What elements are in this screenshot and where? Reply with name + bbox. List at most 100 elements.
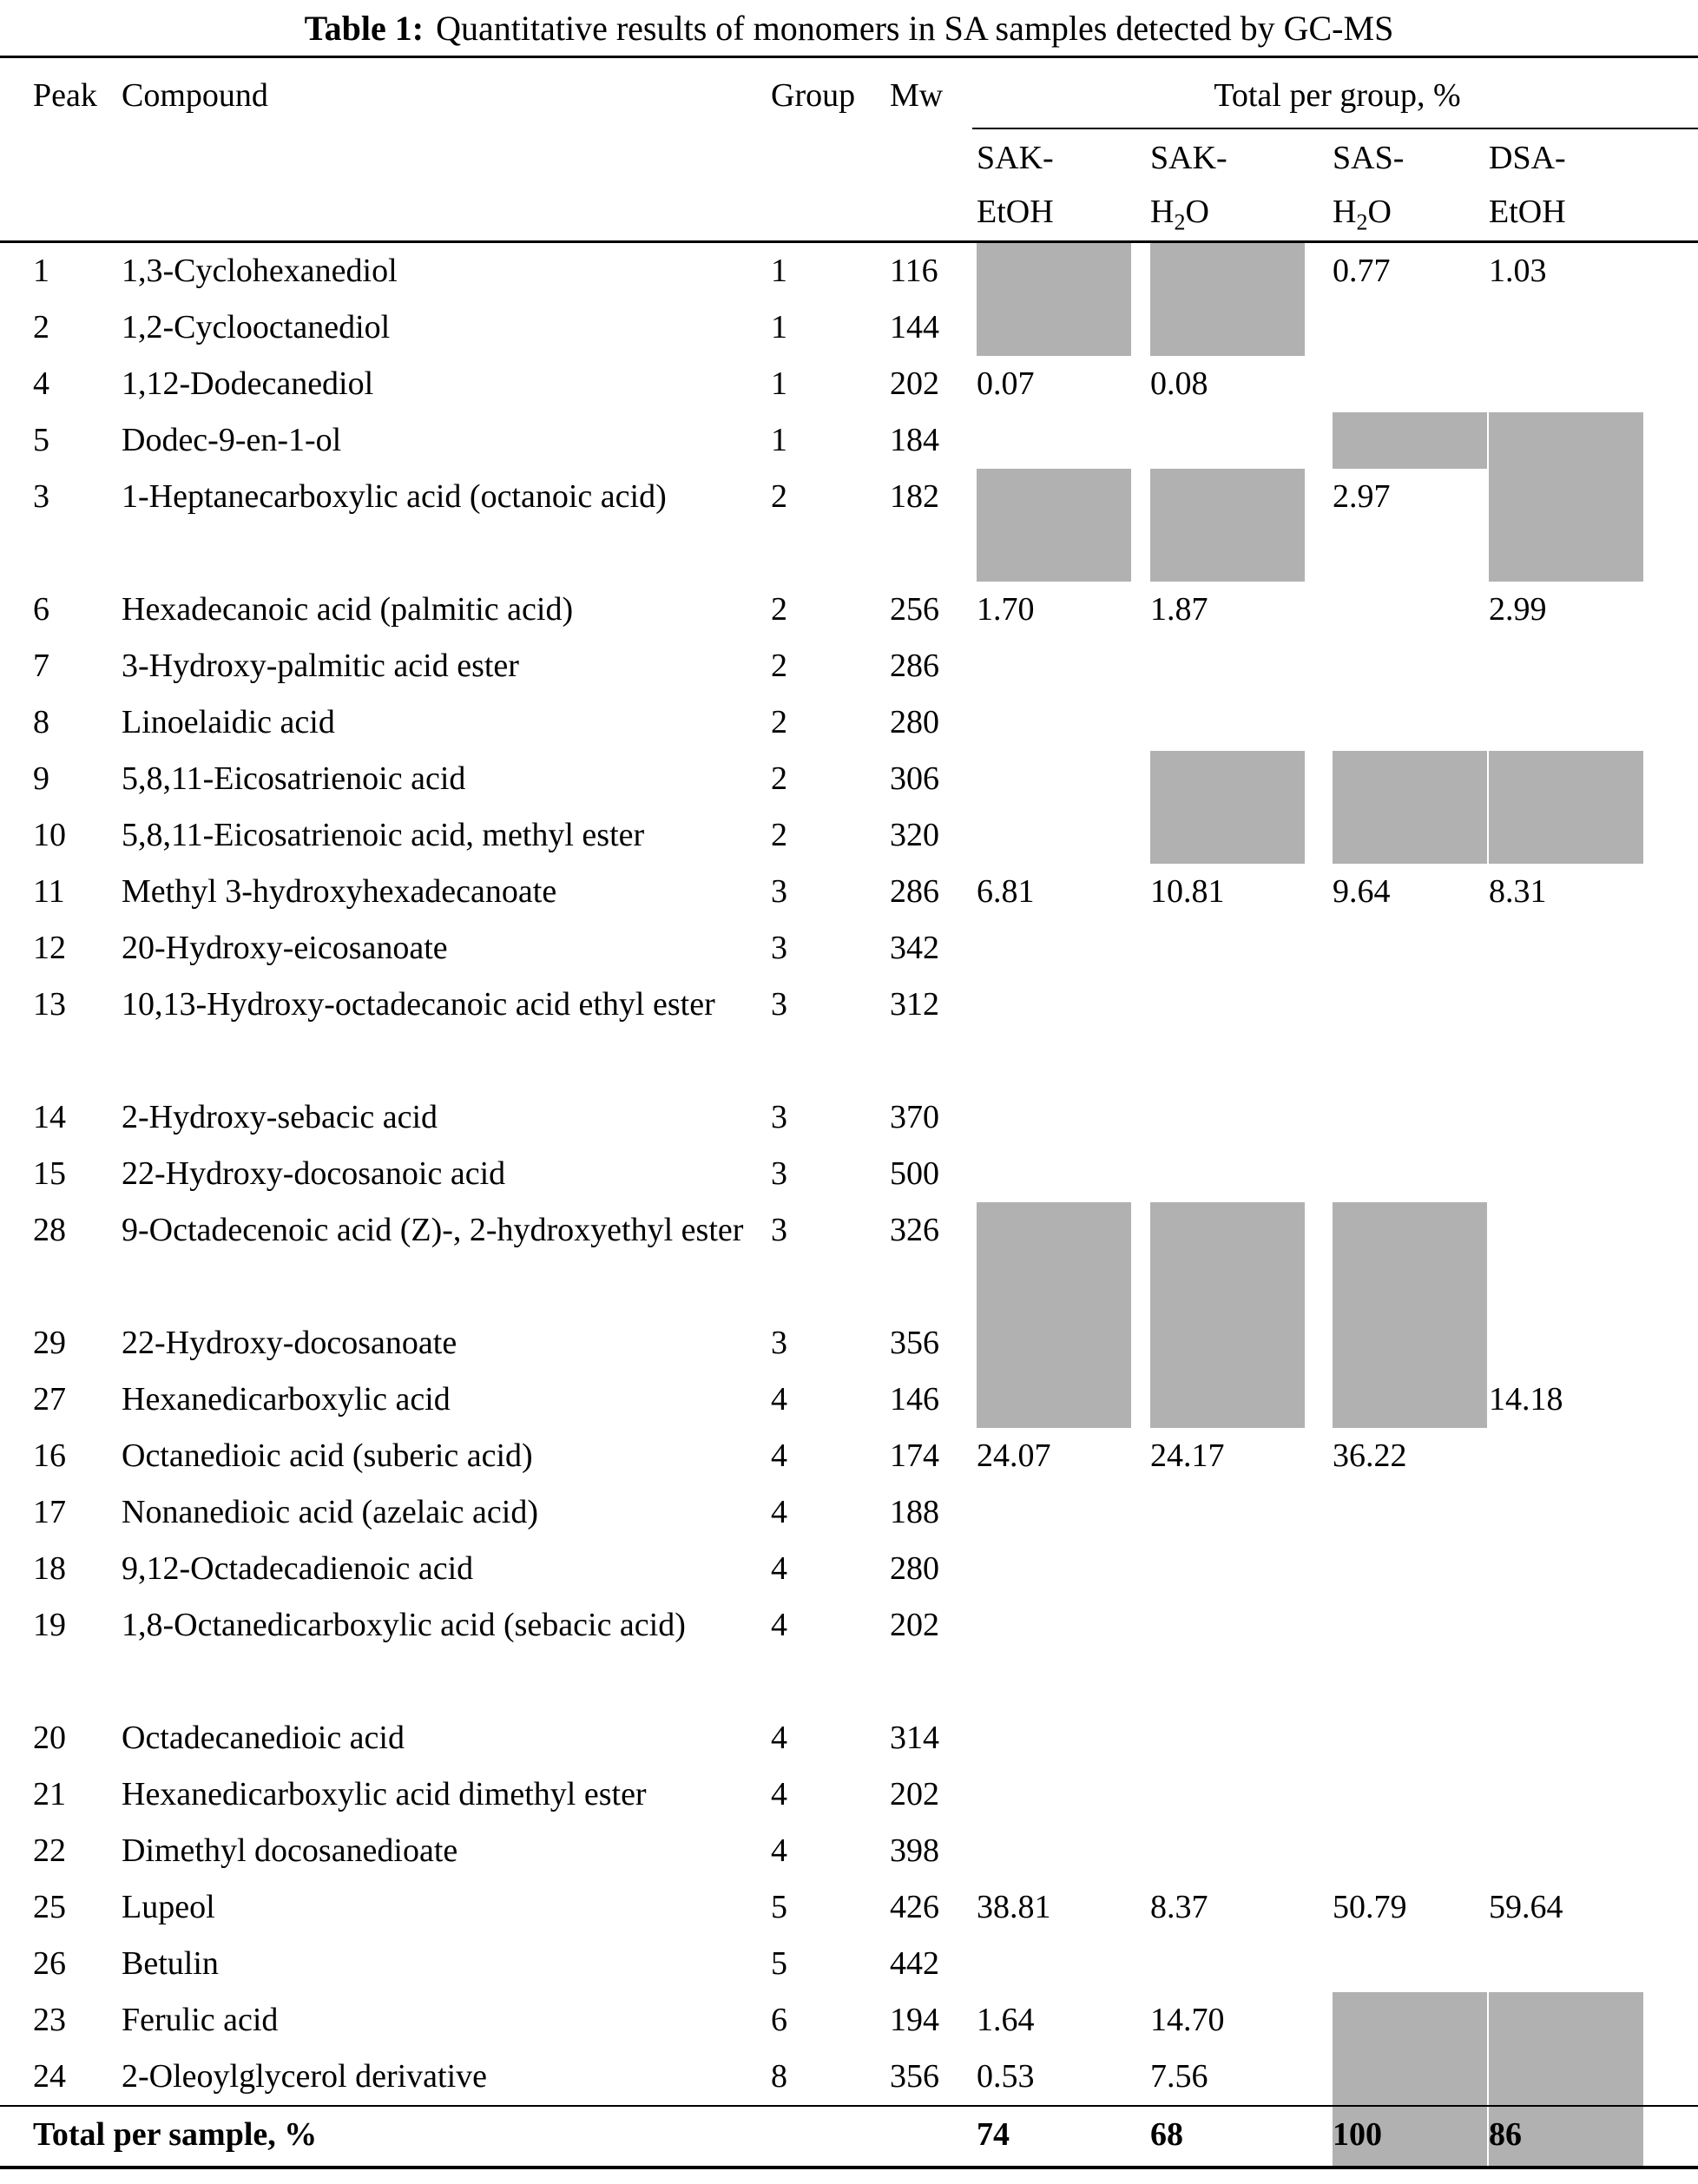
value-cell-sak-etoh bbox=[977, 977, 1150, 1089]
group-cell: 4 bbox=[771, 1494, 787, 1530]
value-cell-sak-h2o bbox=[1150, 1936, 1333, 1992]
value-cell-sak-etoh: 0.07 bbox=[977, 356, 1150, 412]
gray-redacted-block bbox=[1489, 469, 1643, 582]
value-text: 14.18 bbox=[1489, 1381, 1563, 1418]
group-cell: 2 bbox=[771, 648, 787, 684]
value-cell-sak-h2o bbox=[1150, 1541, 1333, 1597]
table-row-peak-4: 4 1,12-Dodecanediol 1 202 0.07 0.08 bbox=[0, 356, 1698, 412]
value-cell-sak-h2o bbox=[1150, 1484, 1333, 1541]
mw-cell: 194 bbox=[890, 2002, 939, 2038]
value-cell-sak-h2o bbox=[1150, 1710, 1333, 1766]
table-row-peak-22: 22 Dimethyl docosanedioate 4 398 bbox=[0, 1823, 1698, 1879]
table-row-peak-12: 12 20-Hydroxy-eicosanoate 3 342 bbox=[0, 920, 1698, 977]
value-cell-sas-h2o bbox=[1333, 2049, 1489, 2105]
group-cell: 4 bbox=[771, 1381, 787, 1418]
value-cell-sas-h2o bbox=[1333, 1372, 1489, 1428]
group-cell: 3 bbox=[771, 1155, 787, 1192]
value-cell-sak-h2o bbox=[1150, 1146, 1333, 1202]
mw-cell: 314 bbox=[890, 1720, 939, 1756]
mw-cell: 306 bbox=[890, 760, 939, 797]
gray-redacted-block bbox=[1489, 2049, 1643, 2105]
peak-cell: 21 bbox=[33, 1776, 66, 1812]
value-cell-sas-h2o: 0.77 bbox=[1333, 243, 1489, 299]
value-cell-sak-h2o bbox=[1150, 1597, 1333, 1710]
mw-cell: 442 bbox=[890, 1945, 939, 1982]
table-row-peak-21: 21 Hexanedicarboxylic acid dimethyl ester… bbox=[0, 1766, 1698, 1823]
value-cell-sak-h2o bbox=[1150, 920, 1333, 977]
value-cell-sas-h2o bbox=[1333, 920, 1489, 977]
group-cell: 1 bbox=[771, 422, 787, 458]
mw-cell: 280 bbox=[890, 704, 939, 740]
value-text: 14.70 bbox=[1150, 2002, 1225, 2038]
value-cell-sak-etoh bbox=[977, 1372, 1150, 1428]
value-text: 0.77 bbox=[1333, 253, 1391, 289]
total-value: 74 bbox=[977, 2116, 1010, 2153]
value-cell-sas-h2o bbox=[1333, 1541, 1489, 1597]
table-caption: Quantitative results of monomers in SA s… bbox=[436, 8, 1394, 48]
gray-redacted-block bbox=[1489, 2107, 1643, 2166]
table-row-peak-29: 29 22-Hydroxy-docosanoate 3 356 bbox=[0, 1315, 1698, 1372]
value-cell-dsa-etoh bbox=[1489, 1315, 1698, 1372]
value-text: 10.81 bbox=[1150, 873, 1225, 910]
mw-cell: 286 bbox=[890, 873, 939, 910]
gray-redacted-block bbox=[1489, 807, 1643, 864]
value-cell-sak-etoh bbox=[977, 1089, 1150, 1146]
value-cell-sas-h2o bbox=[1333, 1992, 1489, 2049]
group-cell: 4 bbox=[771, 1550, 787, 1587]
peak-cell: 15 bbox=[33, 1155, 66, 1192]
mw-cell: 202 bbox=[890, 1776, 939, 1812]
value-cell-sak-etoh bbox=[977, 1710, 1150, 1766]
mw-cell: 116 bbox=[890, 253, 938, 289]
value-cell-dsa-etoh bbox=[1489, 1766, 1698, 1823]
mw-cell: 426 bbox=[890, 1889, 939, 1925]
gray-redacted-block bbox=[1489, 412, 1643, 469]
gray-redacted-block bbox=[1333, 2107, 1487, 2166]
value-cell-sak-h2o bbox=[1150, 1089, 1333, 1146]
value-text: 0.08 bbox=[1150, 365, 1208, 402]
peak-cell: 12 bbox=[33, 930, 66, 966]
mw-cell: 286 bbox=[890, 648, 939, 684]
value-text: 2.99 bbox=[1489, 591, 1547, 628]
gray-redacted-block bbox=[1489, 751, 1643, 807]
value-cell-dsa-etoh bbox=[1489, 1428, 1698, 1484]
compound-cell: Hexadecanoic acid (palmitic acid) bbox=[122, 591, 574, 628]
gray-redacted-block bbox=[977, 299, 1131, 356]
value-cell-sas-h2o bbox=[1333, 582, 1489, 638]
value-cell-sas-h2o: 50.79 bbox=[1333, 1879, 1489, 1936]
total-value-cell-sas-h2o: 100 bbox=[1333, 2107, 1489, 2166]
value-cell-dsa-etoh: 2.99 bbox=[1489, 582, 1698, 638]
value-cell-sak-h2o bbox=[1150, 1766, 1333, 1823]
compound-cell: Linoelaidic acid bbox=[122, 704, 335, 740]
peak-cell: 3 bbox=[33, 478, 49, 515]
peak-cell: 24 bbox=[33, 2058, 66, 2095]
compound-cell: 22-Hydroxy-docosanoate bbox=[122, 1325, 457, 1361]
value-cell-sas-h2o bbox=[1333, 1315, 1489, 1372]
table-row-peak-18: 18 9,12-Octadecadienoic acid 4 280 bbox=[0, 1541, 1698, 1597]
value-cell-dsa-etoh bbox=[1489, 1992, 1698, 2049]
value-cell-sak-h2o bbox=[1150, 638, 1333, 694]
compound-cell: Nonanedioic acid (azelaic acid) bbox=[122, 1494, 538, 1530]
table-row-peak-11: 11 Methyl 3-hydroxyhexadecanoate 3 286 6.81 1… bbox=[0, 864, 1698, 920]
compound-cell: Octanedioic acid (suberic acid) bbox=[122, 1437, 533, 1474]
table-title: Table 1: Quantitative results of monomer… bbox=[0, 0, 1698, 56]
value-text: 2.97 bbox=[1333, 478, 1391, 515]
value-cell-sas-h2o bbox=[1333, 807, 1489, 864]
value-cell-sak-h2o: 24.17 bbox=[1150, 1428, 1333, 1484]
value-cell-sak-etoh bbox=[977, 412, 1150, 469]
value-cell-sak-h2o: 1.87 bbox=[1150, 582, 1333, 638]
value-text: 9.64 bbox=[1333, 873, 1391, 910]
group-cell: 4 bbox=[771, 1720, 787, 1756]
group-cell: 4 bbox=[771, 1832, 787, 1869]
group-cell: 2 bbox=[771, 817, 787, 853]
value-cell-sak-etoh bbox=[977, 1936, 1150, 1992]
value-cell-sas-h2o bbox=[1333, 1597, 1489, 1710]
value-cell-sak-etoh bbox=[977, 638, 1150, 694]
value-cell-sak-h2o: 7.56 bbox=[1150, 2049, 1333, 2105]
value-cell-sak-etoh bbox=[977, 1146, 1150, 1202]
table-row-peak-26: 26 Betulin 5 442 bbox=[0, 1936, 1698, 1992]
gray-redacted-block bbox=[1333, 1315, 1487, 1372]
value-cell-sas-h2o bbox=[1333, 1146, 1489, 1202]
peak-cell: 16 bbox=[33, 1437, 66, 1474]
table-row-peak-17: 17 Nonanedioic acid (azelaic acid) 4 188 bbox=[0, 1484, 1698, 1541]
group-cell: 1 bbox=[771, 309, 787, 345]
